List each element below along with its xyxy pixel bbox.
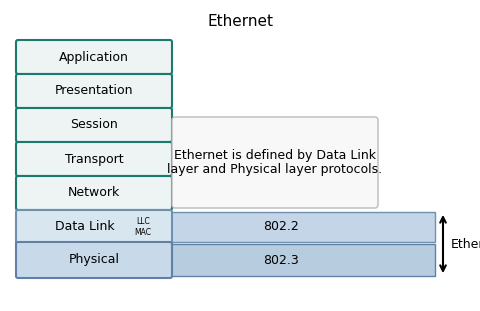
Text: 802.3: 802.3 xyxy=(263,253,299,267)
Text: Ethernet: Ethernet xyxy=(450,238,480,250)
Text: LLC: LLC xyxy=(135,217,149,226)
FancyBboxPatch shape xyxy=(16,242,172,278)
FancyBboxPatch shape xyxy=(16,142,172,176)
FancyBboxPatch shape xyxy=(18,244,434,276)
Text: Transport: Transport xyxy=(64,152,123,165)
FancyBboxPatch shape xyxy=(16,74,172,108)
Text: Network: Network xyxy=(68,187,120,199)
Text: Ethernet is defined by Data Link
layer and Physical layer protocols.: Ethernet is defined by Data Link layer a… xyxy=(167,148,382,177)
FancyBboxPatch shape xyxy=(18,212,434,242)
Text: 802.2: 802.2 xyxy=(263,220,299,234)
Text: Physical: Physical xyxy=(68,253,119,267)
Text: Presentation: Presentation xyxy=(55,85,133,98)
Text: Data Link: Data Link xyxy=(55,220,114,234)
Text: MAC: MAC xyxy=(134,228,151,237)
Text: Ethernet: Ethernet xyxy=(207,14,273,29)
FancyBboxPatch shape xyxy=(16,108,172,142)
FancyBboxPatch shape xyxy=(16,176,172,210)
FancyBboxPatch shape xyxy=(16,40,172,74)
FancyBboxPatch shape xyxy=(172,117,377,208)
Text: Session: Session xyxy=(70,118,118,132)
Text: Application: Application xyxy=(59,50,129,63)
FancyBboxPatch shape xyxy=(16,210,172,244)
